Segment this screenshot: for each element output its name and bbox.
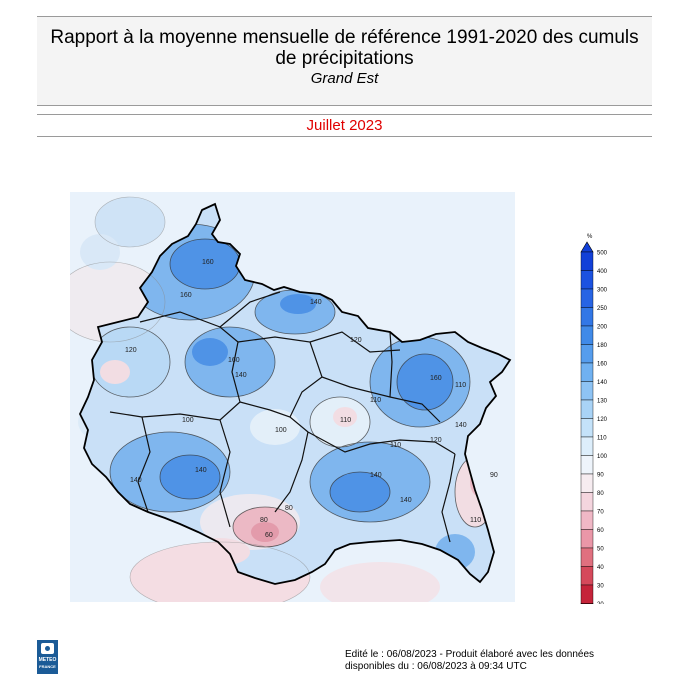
legend-color-band (580, 325, 594, 345)
legend-color-band (580, 436, 594, 456)
contour-label: 80 (285, 505, 293, 512)
legend-tick-label: 500 (597, 251, 608, 257)
title-line-2: de précipitations (275, 48, 414, 69)
contour-label: 140 (455, 422, 467, 429)
contour-label: 60 (265, 532, 273, 539)
logo-line-2: FRANCE (39, 664, 56, 669)
contour-label: 100 (275, 427, 287, 434)
contour-label: 140 (235, 372, 247, 379)
contour-label: 120 (350, 337, 362, 344)
legend-color-band (580, 566, 594, 586)
title-banner: Rapport à la moyenne mensuelle de référe… (37, 16, 652, 106)
contour-label: 110 (340, 417, 351, 424)
contour-label: 140 (130, 477, 142, 484)
legend-color-band (580, 381, 594, 401)
legend-color-band (580, 418, 594, 438)
edition-note: Edité le : 06/08/2023 - Produit élaboré … (345, 649, 645, 673)
legend-tick-label: 400 (597, 269, 608, 275)
title-line-1: Rapport à la moyenne mensuelle de référe… (50, 27, 639, 48)
legend-tick-label: 100 (597, 454, 608, 460)
logo-line-1: METEO (38, 657, 57, 663)
legend-tick-label: 130 (597, 399, 608, 405)
legend-tick-label: 250 (597, 306, 608, 312)
region-name: Grand Est (310, 70, 379, 87)
legend-tick-label: 40 (597, 565, 604, 571)
legend-arrow-bottom (580, 603, 594, 604)
meteo-france-logo: METEO FRANCE (37, 640, 58, 674)
legend-tick-label: 140 (597, 380, 608, 386)
contour-label: 160 (430, 375, 442, 382)
contour-label: 110 (455, 382, 466, 389)
legend-color-band (580, 251, 594, 271)
map-title: Rapport à la moyenne mensuelle de référe… (37, 27, 652, 69)
legend-tick-label: 160 (597, 362, 608, 368)
contour-label: 100 (182, 417, 194, 424)
contour-label: 160 (202, 259, 214, 266)
legend-tick-label: 300 (597, 288, 608, 294)
legend-tick-label: 120 (597, 417, 608, 423)
precipitation-ratio-map: 160 160 140 140 120 120 110 100 140 160 160 110 140 1… (70, 192, 515, 602)
contour-label: 90 (490, 472, 498, 479)
contour-label: 110 (390, 442, 401, 449)
legend-color-band (580, 288, 594, 308)
legend-tick-label: 80 (597, 491, 604, 497)
legend-color-band (580, 455, 594, 475)
legend-tick-label: 30 (597, 584, 604, 590)
legend-tick-label: 110 (597, 436, 607, 442)
contour-label: 80 (260, 517, 268, 524)
legend-tick-label: 200 (597, 325, 608, 331)
period-label: Juillet 2023 (306, 117, 383, 134)
logo-icon (41, 643, 54, 654)
contour-label: 140 (195, 467, 207, 474)
legend-color-band (580, 529, 594, 549)
contour-label-group: 160 160 140 140 120 120 110 100 140 160 160 110 140 1… (125, 259, 498, 539)
legend-color-band (580, 492, 594, 512)
legend-color-band (580, 307, 594, 327)
period-banner: Juillet 2023 (37, 114, 652, 137)
contour-label: 140 (370, 472, 382, 479)
legend-color-band (580, 344, 594, 364)
legend-color-band (580, 547, 594, 567)
contour-label: 120 (125, 347, 137, 354)
legend-tick-label: 60 (597, 528, 604, 534)
legend-unit: % (587, 234, 593, 240)
contour-label: 160 (180, 292, 192, 299)
contour-label: 140 (400, 497, 412, 504)
legend-color-band (580, 584, 594, 604)
contour-label: 140 (310, 299, 322, 306)
contour-label: 110 (370, 397, 381, 404)
legend-color-band (580, 270, 594, 290)
contour-label: 110 (470, 517, 481, 524)
legend-arrow-top (580, 241, 594, 253)
legend-tick-label: 90 (597, 473, 604, 479)
legend-color-band (580, 473, 594, 493)
legend-color-band (580, 399, 594, 419)
contour-label: 160 (228, 357, 240, 364)
legend-tick-label: 50 (597, 547, 604, 553)
contour-label: 120 (430, 437, 442, 444)
legend-color-band (580, 510, 594, 530)
edition-line-1: Edité le : 06/08/2023 - Produit élaboré … (345, 649, 595, 660)
color-scale-legend: % 500 400 300 250 200 180 160 140 130 120 110 100 90… (580, 234, 608, 604)
legend-tick-label: 70 (597, 510, 604, 516)
legend-tick-label: 20 (597, 602, 604, 604)
edition-line-2: disponibles du : 06/08/2023 à 09:34 UTC (345, 661, 527, 672)
legend-tick-label: 180 (597, 343, 608, 349)
legend-color-band (580, 362, 594, 382)
